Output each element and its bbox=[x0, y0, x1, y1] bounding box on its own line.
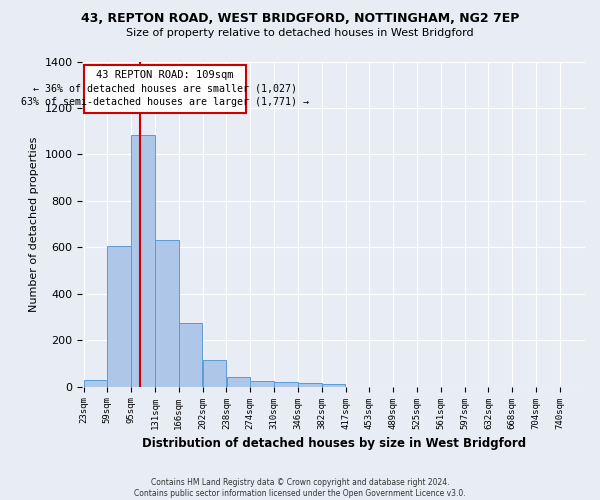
Text: Size of property relative to detached houses in West Bridgford: Size of property relative to detached ho… bbox=[126, 28, 474, 38]
Text: Contains HM Land Registry data © Crown copyright and database right 2024.
Contai: Contains HM Land Registry data © Crown c… bbox=[134, 478, 466, 498]
Bar bbox=[298, 383, 322, 386]
Bar bbox=[203, 360, 226, 386]
X-axis label: Distribution of detached houses by size in West Bridgford: Distribution of detached houses by size … bbox=[142, 437, 526, 450]
Bar bbox=[83, 380, 107, 386]
Bar bbox=[322, 384, 346, 386]
Bar bbox=[107, 246, 131, 386]
Bar bbox=[227, 378, 250, 386]
Text: 63% of semi-detached houses are larger (1,771) →: 63% of semi-detached houses are larger (… bbox=[21, 98, 309, 108]
Bar bbox=[155, 240, 179, 386]
Bar bbox=[84, 65, 246, 113]
Text: 43, REPTON ROAD, WEST BRIDGFORD, NOTTINGHAM, NG2 7EP: 43, REPTON ROAD, WEST BRIDGFORD, NOTTING… bbox=[81, 12, 519, 26]
Bar bbox=[131, 134, 155, 386]
Bar bbox=[179, 323, 202, 386]
Bar bbox=[250, 381, 274, 386]
Text: ← 36% of detached houses are smaller (1,027): ← 36% of detached houses are smaller (1,… bbox=[33, 84, 297, 94]
Bar bbox=[274, 382, 298, 386]
Text: 43 REPTON ROAD: 109sqm: 43 REPTON ROAD: 109sqm bbox=[97, 70, 234, 81]
Y-axis label: Number of detached properties: Number of detached properties bbox=[29, 136, 39, 312]
